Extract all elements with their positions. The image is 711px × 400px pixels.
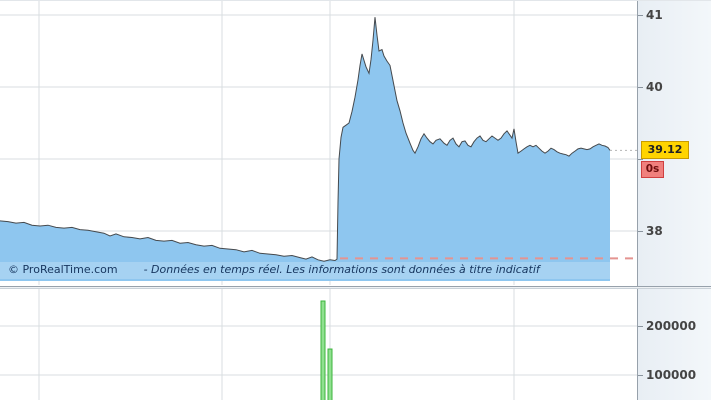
volume-bar	[320, 300, 326, 400]
axis-tick-mark	[638, 375, 643, 376]
axis-tick-mark	[638, 231, 643, 232]
bar-countdown-badge: 0s	[641, 161, 664, 178]
right-price-axis: 39.12 0s 41 40 38 200000 100000	[637, 1, 711, 400]
axis-tick-mark	[638, 15, 643, 16]
disclaimer-text: - Données en temps réel. Les information…	[143, 263, 540, 276]
price-axis-label: 38	[646, 224, 663, 238]
volume-bar	[327, 348, 333, 400]
price-chart-panel: © ProRealTime.com - Données en temps réel…	[0, 1, 637, 286]
price-area-chart	[0, 1, 637, 285]
volume-bar-chart	[0, 289, 637, 400]
axis-tick-mark	[638, 87, 643, 88]
last-price-badge: 39.12	[641, 141, 689, 159]
axis-tick-mark	[638, 159, 643, 160]
copyright-text: © ProRealTime.com	[8, 263, 118, 276]
price-axis-label: 41	[646, 8, 663, 22]
price-axis-label: 40	[646, 80, 663, 94]
axis-tick-mark	[638, 326, 643, 327]
volume-axis-label: 200000	[646, 319, 697, 333]
volume-axis-label: 100000	[646, 368, 697, 382]
copyright-bar: © ProRealTime.com - Données en temps réel…	[0, 262, 637, 279]
price-line	[0, 17, 611, 262]
price-area-fill	[0, 17, 610, 281]
volume-chart-panel	[0, 289, 637, 400]
panel-separator	[0, 286, 711, 289]
